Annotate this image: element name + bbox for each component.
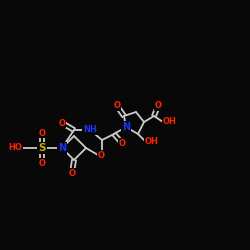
Text: O: O — [68, 168, 75, 177]
Text: OH: OH — [145, 136, 159, 145]
Text: O: O — [154, 102, 162, 110]
Text: OH: OH — [163, 118, 177, 126]
Text: O: O — [114, 102, 120, 110]
Text: O: O — [98, 150, 105, 160]
Text: S: S — [38, 143, 46, 153]
Text: NH: NH — [83, 126, 97, 134]
Text: N: N — [58, 143, 66, 153]
Text: HO: HO — [8, 144, 22, 152]
Text: O: O — [58, 118, 66, 128]
Text: O: O — [38, 128, 46, 138]
Text: O: O — [38, 158, 46, 168]
Text: O: O — [118, 138, 126, 147]
Text: N: N — [122, 122, 130, 132]
